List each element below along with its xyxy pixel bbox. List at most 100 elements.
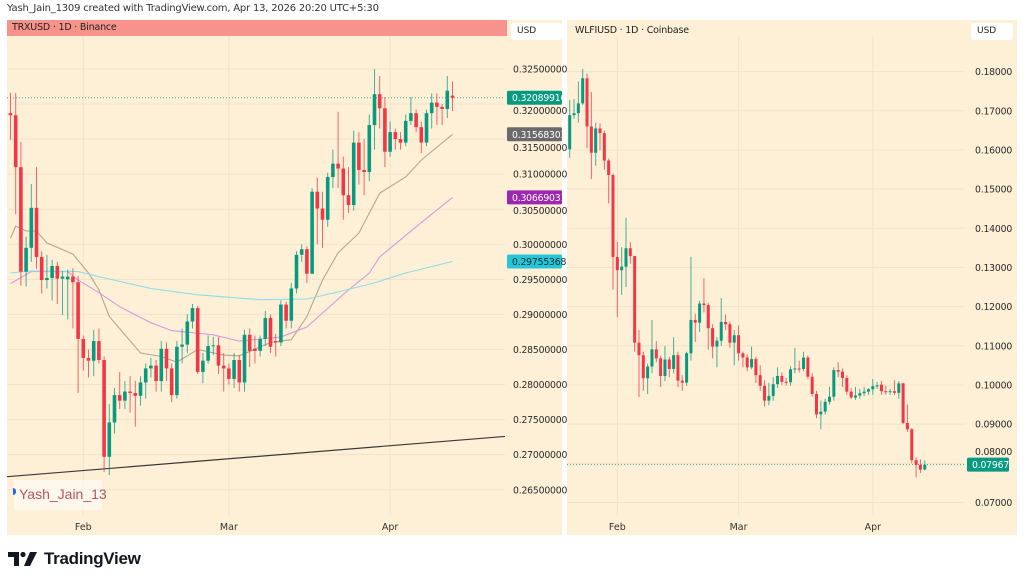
plot-area-0 [7,36,505,515]
candle-body [758,375,762,386]
currency-selector-right[interactable]: USD [971,23,1013,40]
candle [279,300,283,346]
candle-body [706,305,710,329]
candle-body [568,115,572,150]
candle [711,324,715,359]
candle [440,104,444,126]
candle [918,459,922,474]
candle [754,356,758,384]
candle [806,355,810,380]
candle-body [633,256,637,343]
candle-body [581,78,585,104]
candle [879,381,883,395]
candle-body [289,288,294,321]
candle-body [45,277,49,281]
y-tick-label: 0.14000 [975,224,1012,235]
candle-body [607,160,611,176]
candle-body [362,169,366,173]
candle-body [905,422,909,430]
candle [195,306,200,375]
candle [128,376,132,413]
trend-line [7,435,505,478]
candle-body [164,348,169,369]
candle [76,275,80,393]
candle [71,268,75,329]
candle [107,404,112,476]
candle-body [81,338,86,358]
candle-body [737,335,741,354]
candle-body [440,106,444,109]
candle-body [24,247,28,272]
candle [8,92,13,140]
chart-pane-wlfiusd[interactable] [567,20,1017,535]
y-tick-label: 0.17000 [975,106,1012,117]
candle-body [60,276,65,279]
candle-body [154,365,158,382]
watermark-text: Yash_Jain_13 [19,486,107,502]
candle [81,335,86,371]
candle-body [284,304,288,321]
candle [216,336,221,375]
last-price-label-bg [507,90,562,105]
candle [650,319,654,374]
tradingview-logo[interactable]: TradingView [8,549,141,569]
y-tick-label: 0.30000000 [513,240,567,251]
candle-body [754,359,758,376]
candle-body [351,142,356,206]
candle-body [159,348,164,382]
candle-body [828,396,831,402]
candle-body [832,370,836,397]
candle-body [680,380,684,383]
candle-body [901,383,905,423]
last-price-label-bg [967,457,1009,472]
moving-average-price-label: 0.31568303 [512,130,566,141]
candle-body [628,248,632,257]
candle-body [646,366,650,379]
candle-body [879,384,883,392]
candle-body [279,304,283,343]
candle-body [780,375,784,382]
candle [802,351,806,372]
candle [91,329,96,377]
x-tick-label: Mar [220,522,238,533]
candle [445,75,450,119]
candle [836,362,840,378]
candle-body [693,319,697,323]
candle [646,363,650,394]
candle-body [419,127,424,143]
candle-body [258,338,262,351]
candle [581,68,585,105]
candle-body [871,386,875,390]
candle [832,367,836,401]
candle [862,386,866,396]
moving-average-price-label-bg [507,254,562,269]
candle [55,261,60,304]
candle [154,360,158,392]
candle-body [862,391,866,394]
candle [123,381,127,410]
candle-body [620,266,624,271]
candle [780,372,784,385]
candle [367,114,372,182]
currency-selector-left[interactable]: USD [511,23,562,40]
candle-body [806,357,810,377]
candle [429,93,434,129]
y-tick-label: 0.32500000 [513,64,567,75]
candle-body [771,384,775,396]
chart-pane-trxusd[interactable] [7,20,562,535]
candle-body [858,393,862,396]
candle [263,310,268,346]
candle [164,342,169,382]
candle [39,251,44,294]
candle [45,254,49,289]
candle-body [185,321,190,345]
candle [797,360,801,373]
candle-body [767,395,771,401]
candle [641,351,645,391]
y-tick-label: 0.29000000 [513,310,567,321]
candle-body [112,395,117,423]
candle [143,363,148,399]
candle-body [589,126,593,153]
y-tick-label: 0.09000 [975,420,1012,431]
candle-body [888,391,892,393]
